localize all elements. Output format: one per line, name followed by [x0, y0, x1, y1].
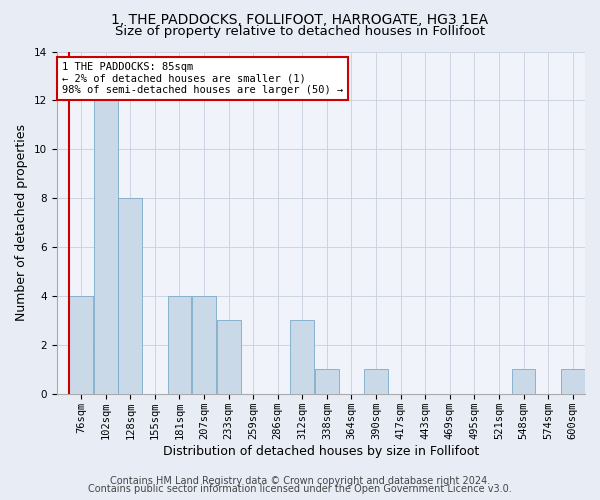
Bar: [364, 370, 388, 394]
Bar: [94, 100, 118, 394]
Bar: [118, 198, 142, 394]
Bar: [69, 296, 93, 394]
Text: Contains public sector information licensed under the Open Government Licence v3: Contains public sector information licen…: [88, 484, 512, 494]
Text: 1 THE PADDOCKS: 85sqm
← 2% of detached houses are smaller (1)
98% of semi-detach: 1 THE PADDOCKS: 85sqm ← 2% of detached h…: [62, 62, 343, 95]
Bar: [315, 370, 339, 394]
Bar: [290, 320, 314, 394]
Bar: [512, 370, 535, 394]
X-axis label: Distribution of detached houses by size in Follifoot: Distribution of detached houses by size …: [163, 444, 479, 458]
Bar: [561, 370, 584, 394]
Bar: [167, 296, 191, 394]
Bar: [217, 320, 241, 394]
Y-axis label: Number of detached properties: Number of detached properties: [15, 124, 28, 321]
Text: 1, THE PADDOCKS, FOLLIFOOT, HARROGATE, HG3 1EA: 1, THE PADDOCKS, FOLLIFOOT, HARROGATE, H…: [112, 12, 488, 26]
Text: Size of property relative to detached houses in Follifoot: Size of property relative to detached ho…: [115, 25, 485, 38]
Text: Contains HM Land Registry data © Crown copyright and database right 2024.: Contains HM Land Registry data © Crown c…: [110, 476, 490, 486]
Bar: [192, 296, 216, 394]
